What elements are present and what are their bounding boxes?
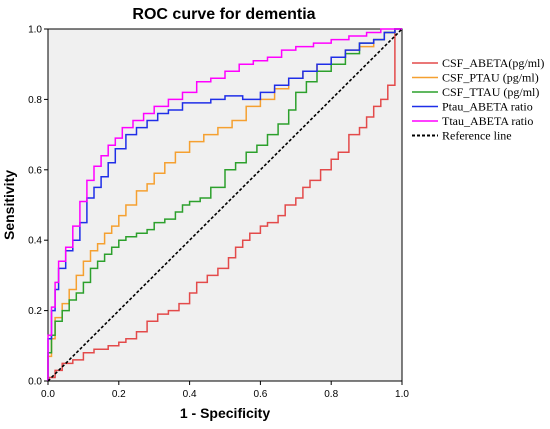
series-line-csf-ttau-pg-ml (47, 28, 402, 381)
x-tick-label: 1.0 (395, 389, 409, 400)
legend-label: Ttau_ABETA ratio (442, 114, 533, 128)
legend-label: CSF_TTAU (pg/ml) (442, 85, 539, 99)
x-tick-label: 0.2 (112, 389, 126, 400)
x-axis-label: 1 - Specificity (180, 405, 270, 421)
x-tick-label: 0.0 (41, 389, 55, 400)
y-tick-label: 0.4 (28, 236, 42, 247)
series-line-reference-line (47, 28, 403, 382)
roc-series (47, 28, 403, 382)
x-tick-label: 0.6 (253, 389, 267, 400)
plot-area (47, 28, 403, 382)
y-axis-label: Sensitivity (1, 170, 17, 240)
chart-title: ROC curve for dementia (132, 6, 315, 23)
legend-label: CSF_ABETA(pg/ml) (442, 56, 544, 70)
y-tick-label: 0.0 (28, 377, 42, 388)
legend-label: Ptau_ABETA ratio (442, 100, 533, 114)
x-axis-ticks: 0.0 0.2 0.4 0.6 0.8 1.0 (41, 381, 409, 400)
y-tick-label: 0.2 (28, 306, 42, 317)
y-tick-label: 1.0 (28, 25, 42, 36)
series-line-ttau-abeta-ratio (47, 28, 402, 381)
x-tick-label: 0.8 (324, 389, 338, 400)
legend-label: Reference line (442, 129, 512, 143)
legend: CSF_ABETA(pg/ml)CSF_PTAU (pg/ml)CSF_TTAU… (412, 56, 544, 143)
x-tick-label: 0.4 (183, 389, 197, 400)
legend-label: CSF_PTAU (pg/ml) (442, 71, 539, 85)
y-tick-label: 0.6 (28, 165, 42, 176)
series-line-csf-abeta-pg-ml (47, 28, 402, 381)
y-tick-label: 0.8 (28, 95, 42, 106)
y-axis-ticks: 0.0 0.2 0.4 0.6 0.8 1.0 (28, 25, 48, 388)
